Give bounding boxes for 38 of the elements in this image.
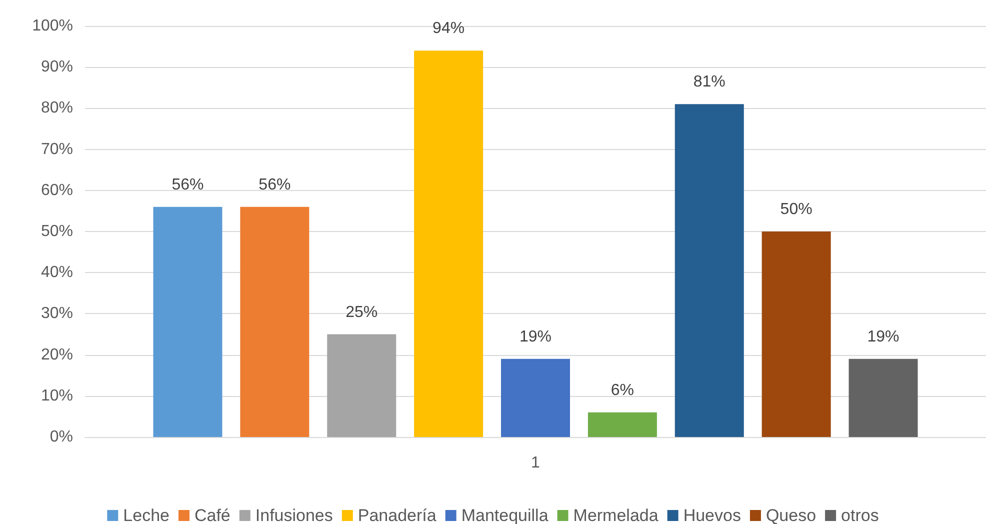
data-label: 25% (346, 304, 378, 321)
bar (153, 206, 222, 437)
legend-label: Mermelada (573, 506, 659, 524)
bar (240, 206, 310, 437)
legend-label: Infusiones (255, 506, 333, 524)
data-label: 56% (258, 176, 291, 194)
data-label: 6% (610, 382, 634, 399)
legend-label: Leche (123, 506, 170, 524)
y-tick-label: 20% (40, 346, 73, 364)
y-tick-label: 0% (50, 428, 73, 446)
data-label: 19% (867, 328, 900, 346)
y-tick-label: 40% (40, 264, 73, 282)
y-tick-label: 100% (32, 18, 73, 34)
y-tick-label: 50% (40, 223, 73, 240)
y-tick-label: 10% (40, 387, 73, 404)
y-tick-label: 30% (40, 305, 73, 322)
bar (414, 50, 484, 437)
y-tick-label: 70% (40, 140, 73, 158)
data-label: 94% (432, 20, 465, 38)
data-label: 50% (780, 201, 812, 218)
bar (327, 334, 396, 437)
legend-label: Huevos (683, 506, 741, 524)
x-tick-label: 1 (531, 454, 540, 472)
bar (674, 104, 744, 437)
data-label: 19% (519, 328, 552, 346)
bar (588, 412, 657, 437)
data-label: 81% (693, 74, 726, 91)
legend-label: Queso (766, 506, 816, 524)
y-tick-label: 80% (40, 100, 73, 117)
bar (848, 358, 918, 437)
bar (762, 232, 831, 437)
y-tick-label: 90% (40, 58, 73, 76)
legend-label: otros (841, 506, 879, 524)
legend-label: Panadería (358, 506, 437, 524)
y-tick-label: 60% (40, 182, 73, 199)
data-label: 56% (172, 176, 204, 194)
bar (501, 358, 570, 437)
legend-label: Café (194, 506, 230, 524)
